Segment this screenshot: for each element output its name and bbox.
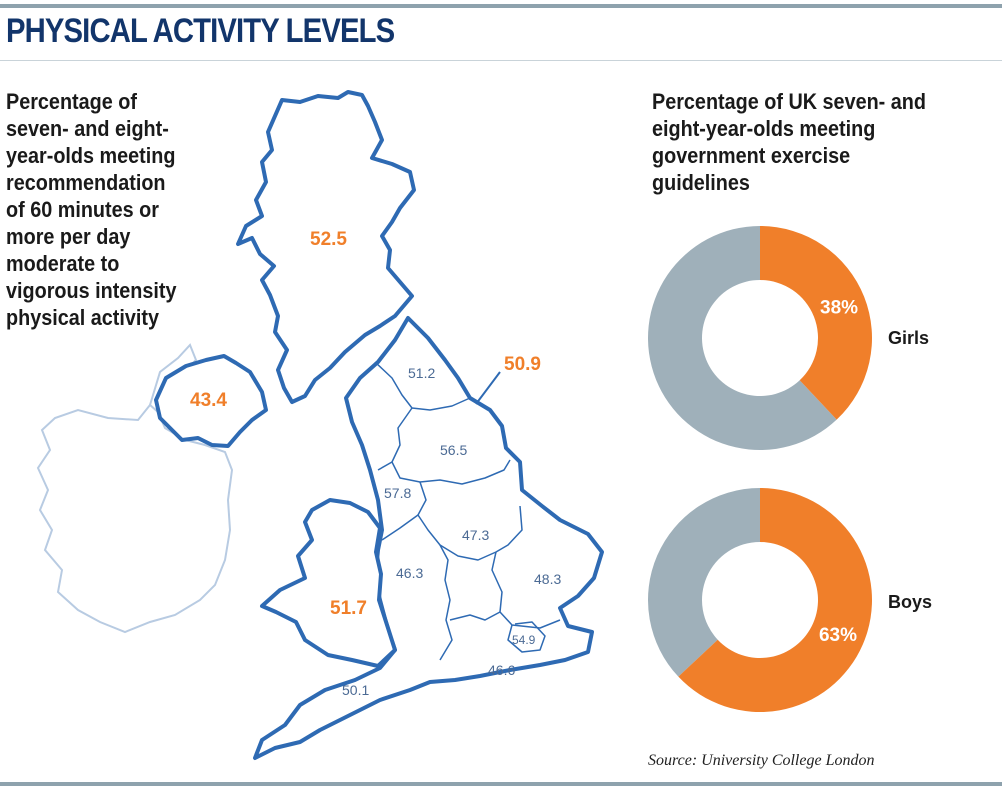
ireland-outline [36,403,234,634]
bottom-rule [0,782,1002,786]
northern-ireland-outline [154,354,268,448]
girls-meeting-slice [760,226,872,420]
boys-meeting-slice [678,488,872,712]
wales-outline [260,498,397,668]
northern-ireland-value: 43.4 [190,390,227,411]
girls-series-label: Girls [888,328,929,348]
south-east-value: 46.6 [488,662,515,678]
map-caption: Percentage of seven- and eight- year-old… [6,89,177,330]
england-callout-line [475,371,501,405]
scotland-value: 52.5 [310,229,347,250]
east-midlands-value: 47.3 [462,527,489,543]
top-rule [0,4,1002,8]
north-east-value: 51.2 [408,365,435,381]
east-of-england-value: 48.3 [534,571,561,587]
london-value: 54.9 [512,633,536,647]
girls-percent-label: 38% [820,298,858,319]
donut-heading: Percentage of UK seven- and eight-year-o… [652,89,926,195]
girls-donut: 38% Girls [648,226,929,450]
south-west-value: 50.1 [342,682,369,698]
boys-donut: 63% Boys [647,488,932,712]
england-value: 50.9 [504,354,541,375]
boys-series-label: Boys [888,592,932,612]
west-midlands-value: 46.3 [396,565,423,581]
girls-remainder-slice [648,226,837,450]
uk-map: 52.5 43.4 50.9 51.7 51.2 56.5 57.8 47.3 … [36,90,604,760]
region-boundaries [374,361,561,661]
north-west-value: 57.8 [384,485,411,501]
title-divider [0,60,1002,61]
boys-remainder-slice [647,488,760,677]
wales-value: 51.7 [330,598,367,619]
donut-charts: 38% Girls 63% Boys [647,226,932,712]
boys-percent-label: 63% [819,625,857,646]
yorkshire-value: 56.5 [440,442,467,458]
page-title: PHYSICAL ACTIVITY LEVELS [6,12,395,50]
scotland-outline [236,90,416,404]
england-outline [253,316,604,760]
source-note: Source: University College London [648,752,875,769]
